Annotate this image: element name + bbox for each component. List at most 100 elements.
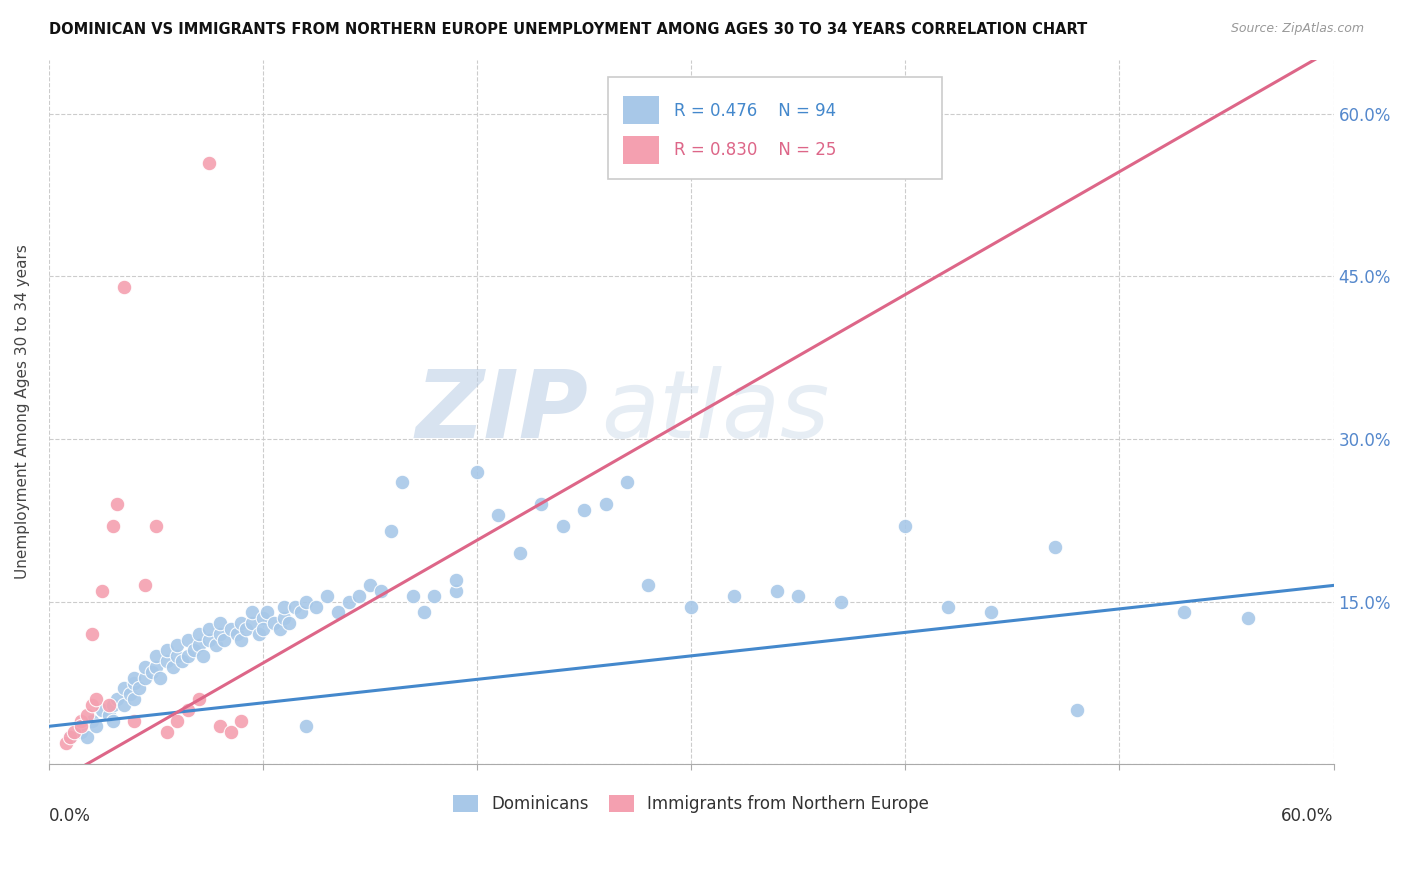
Point (97, 708, 120, 723)
Point (145, 518, 167, 533)
FancyBboxPatch shape (607, 78, 942, 179)
Text: ZIP: ZIP (416, 366, 588, 458)
Point (766, 583, 789, 598)
Point (235, 622, 257, 636)
Point (444, 573, 467, 587)
Text: R = 0.476    N = 94: R = 0.476 N = 94 (675, 102, 837, 120)
Point (412, 606, 434, 620)
Point (273, 611, 295, 625)
Point (204, 638, 226, 652)
Point (198, 155, 221, 169)
Point (134, 578, 156, 592)
Legend: Dominicans, Immigrants from Northern Europe: Dominicans, Immigrants from Northern Eur… (447, 788, 936, 820)
Point (76, 708, 98, 723)
Point (240, 616, 263, 631)
Point (273, 600, 295, 615)
Point (1045, 541, 1067, 555)
Point (1173, 606, 1195, 620)
Point (112, 698, 135, 712)
Point (209, 616, 232, 631)
Point (240, 606, 263, 620)
Point (231, 632, 253, 647)
Point (101, 518, 124, 533)
Point (305, 600, 328, 615)
Point (787, 589, 810, 603)
Point (70, 719, 93, 733)
Point (198, 632, 221, 647)
Point (84, 719, 107, 733)
Point (263, 616, 285, 631)
Point (162, 659, 184, 673)
Point (145, 648, 167, 663)
Point (231, 714, 253, 728)
Point (97, 698, 120, 712)
Point (337, 594, 360, 608)
Point (219, 622, 242, 636)
Point (214, 632, 236, 647)
Point (219, 724, 242, 739)
Point (124, 676, 146, 690)
Text: DOMINICAN VS IMMIGRANTS FROM NORTHERN EUROPE UNEMPLOYMENT AMONG AGES 30 TO 34 YE: DOMINICAN VS IMMIGRANTS FROM NORTHERN EU… (49, 22, 1087, 37)
Point (530, 497, 553, 511)
Point (149, 671, 172, 685)
Point (101, 714, 124, 728)
Text: atlas: atlas (602, 367, 830, 458)
Point (247, 627, 270, 641)
Point (124, 692, 146, 706)
Point (70, 714, 93, 728)
Point (209, 627, 232, 641)
Point (256, 606, 278, 620)
Point (177, 648, 200, 663)
Point (269, 622, 291, 636)
Point (155, 654, 177, 668)
Point (76, 730, 98, 744)
Text: R = 0.830    N = 25: R = 0.830 N = 25 (675, 141, 837, 159)
Point (637, 578, 659, 592)
Point (112, 280, 135, 294)
Point (616, 475, 638, 490)
Point (595, 497, 617, 511)
Point (894, 518, 917, 533)
Point (326, 606, 349, 620)
Point (284, 600, 307, 615)
Point (177, 703, 200, 717)
Point (252, 622, 274, 636)
Point (124, 714, 146, 728)
Point (226, 627, 249, 641)
Point (1237, 611, 1260, 625)
Point (209, 719, 232, 733)
Point (112, 681, 135, 696)
Point (183, 643, 205, 657)
Point (231, 616, 253, 631)
Point (830, 594, 852, 608)
Point (681, 600, 703, 615)
Point (488, 508, 510, 522)
Point (187, 638, 209, 652)
Point (370, 583, 392, 598)
Point (80, 698, 103, 712)
Point (55, 735, 77, 749)
Point (105, 497, 128, 511)
Point (294, 719, 316, 733)
Point (723, 589, 745, 603)
Point (444, 583, 467, 598)
Point (349, 589, 371, 603)
FancyBboxPatch shape (623, 96, 659, 124)
Point (509, 546, 531, 560)
Point (155, 724, 177, 739)
Point (380, 524, 402, 539)
Text: Source: ZipAtlas.com: Source: ZipAtlas.com (1230, 22, 1364, 36)
Point (128, 681, 150, 696)
Point (59, 730, 82, 744)
Point (120, 687, 142, 701)
Point (252, 611, 274, 625)
Point (198, 622, 221, 636)
Point (572, 502, 595, 516)
Point (84, 692, 107, 706)
Point (166, 648, 188, 663)
Point (63, 724, 86, 739)
Point (134, 659, 156, 673)
Point (145, 659, 167, 673)
Point (391, 475, 413, 490)
Point (141, 665, 163, 679)
